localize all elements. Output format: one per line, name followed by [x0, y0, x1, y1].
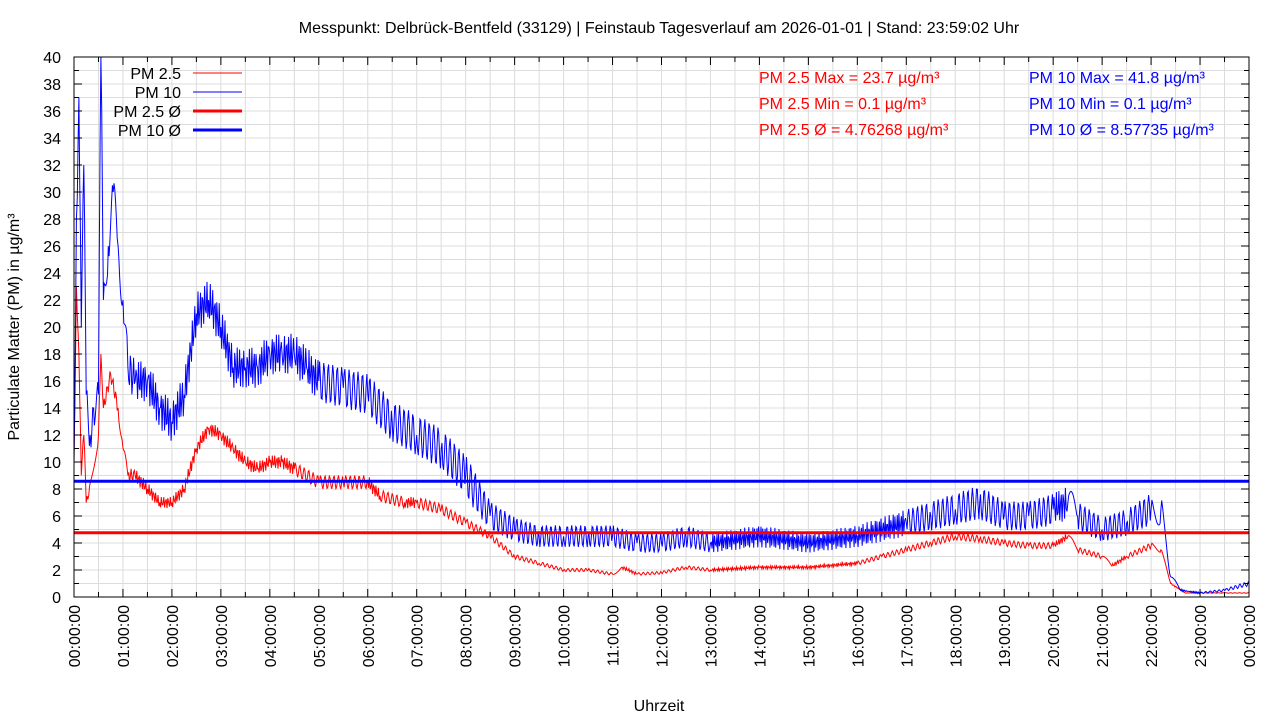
y-tick-label: 10 [43, 455, 61, 472]
legend-label: PM 10 Ø [118, 123, 181, 140]
series-lines [73, 56, 1250, 595]
chart-title: Messpunkt: Delbrück-Bentfeld (33129) | F… [299, 20, 1020, 37]
y-tick-label: 14 [43, 401, 61, 418]
x-tick-label: 14:00:00 [752, 605, 769, 667]
legend-label: PM 2.5 Ø [113, 104, 181, 121]
x-tick-label: 01:00:00 [116, 605, 133, 667]
x-tick-label: 16:00:00 [850, 605, 867, 667]
y-tick-label: 24 [43, 266, 61, 283]
y-tick-label: 0 [52, 590, 61, 607]
pm25-stat: PM 2.5 Min = 0.1 µg/m³ [759, 96, 927, 113]
pm25-stat: PM 2.5 Ø = 4.76268 µg/m³ [759, 122, 949, 139]
y-tick-label: 4 [52, 536, 61, 553]
stats-annotations: PM 2.5 Max = 23.7 µg/m³ PM 2.5 Min = 0.1 … [759, 70, 1215, 139]
grid [73, 56, 1250, 598]
y-tick-label: 26 [43, 239, 61, 256]
y-tick-label: 12 [43, 428, 61, 445]
x-tick-label: 21:00:00 [1095, 605, 1112, 667]
y-tick-label: 32 [43, 158, 61, 175]
x-tick-label: 18:00:00 [948, 605, 965, 667]
x-tick-label: 03:00:00 [214, 605, 231, 667]
y-tick-label: 20 [43, 320, 61, 337]
y-tick-label: 38 [43, 77, 61, 94]
x-tick-label: 06:00:00 [361, 605, 378, 667]
x-tick-label: 22:00:00 [1144, 605, 1161, 667]
x-tick-label: 10:00:00 [557, 605, 574, 667]
pm25-stat: PM 2.5 Max = 23.7 µg/m³ [759, 70, 940, 87]
pm10-stat: PM 10 Ø = 8.57735 µg/m³ [1029, 122, 1215, 139]
y-tick-label: 30 [43, 185, 61, 202]
legend: PM 2.5 PM 10 PM 2.5 Ø PM 10 Ø [113, 66, 242, 140]
x-tick-label: 20:00:00 [1046, 605, 1063, 667]
legend-label: PM 10 [135, 85, 181, 102]
pm10-stat: PM 10 Max = 41.8 µg/m³ [1029, 70, 1206, 87]
x-tick-label: 02:00:00 [165, 605, 182, 667]
y-tick-label: 16 [43, 374, 61, 391]
y-tick-label: 18 [43, 347, 61, 364]
y-tick-label: 22 [43, 293, 61, 310]
x-tick-label: 11:00:00 [606, 605, 623, 666]
x-tick-label: 17:00:00 [899, 605, 916, 667]
x-tick-label: 09:00:00 [508, 605, 525, 667]
y-tick-label: 28 [43, 212, 61, 229]
legend-label: PM 2.5 [130, 66, 181, 83]
y-tick-label: 8 [52, 482, 61, 499]
x-tick-label: 04:00:00 [263, 605, 280, 667]
y-tick-label: 40 [43, 50, 61, 67]
y-tick-label: 2 [52, 563, 61, 580]
pm10-stat: PM 10 Min = 0.1 µg/m³ [1029, 96, 1192, 113]
x-tick-label: 00:00:00 [67, 605, 84, 667]
x-tick-label: 08:00:00 [459, 605, 476, 667]
y-tick-label: 6 [52, 509, 61, 526]
y-axis-label: Particulate Matter (PM) in µg/m³ [6, 213, 23, 441]
y-tick-label: 36 [43, 104, 61, 121]
x-axis-label: Uhrzeit [634, 698, 685, 715]
ticks: 024681012141618202224262830323436384000:… [43, 50, 1259, 667]
x-tick-label: 00:00:00 [1242, 605, 1259, 667]
x-tick-label: 12:00:00 [655, 605, 672, 667]
x-tick-label: 05:00:00 [312, 605, 329, 667]
x-tick-label: 13:00:00 [703, 605, 720, 667]
x-tick-label: 15:00:00 [801, 605, 818, 667]
series-line-pm-10 [73, 56, 1250, 595]
x-tick-label: 19:00:00 [997, 605, 1014, 667]
x-tick-label: 07:00:00 [410, 605, 427, 667]
x-tick-label: 23:00:00 [1193, 605, 1210, 667]
series-line-pm-2-5 [73, 286, 1250, 594]
y-tick-label: 34 [43, 131, 61, 148]
